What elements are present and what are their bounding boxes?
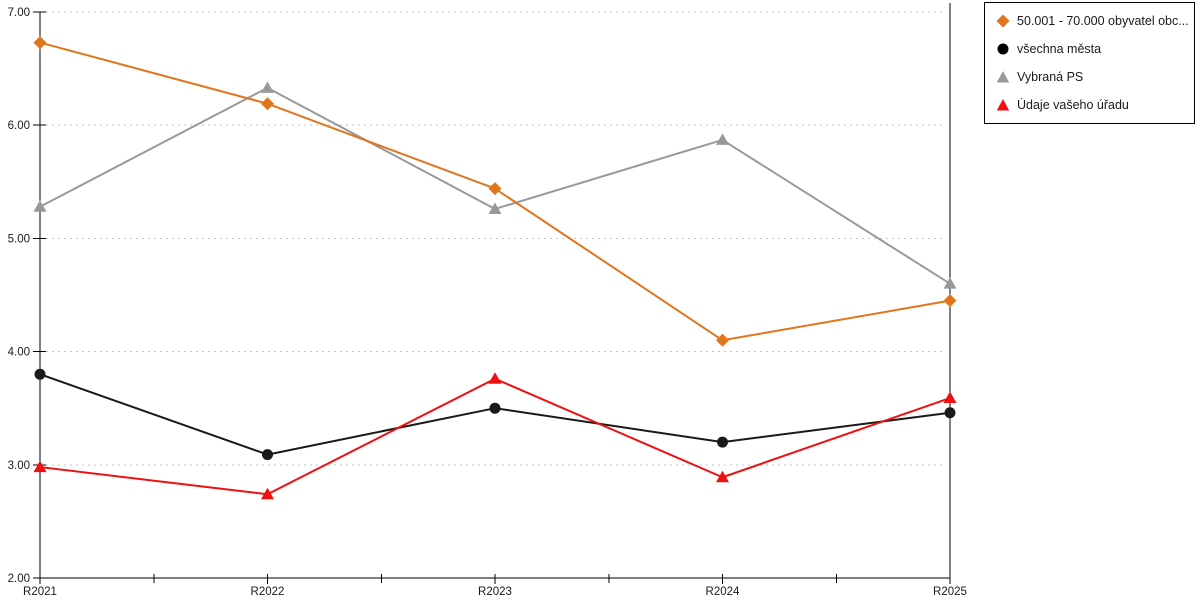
marker-circle bbox=[489, 402, 501, 414]
legend-item: všechna města bbox=[996, 36, 1194, 62]
circle-marker-icon bbox=[997, 43, 1009, 55]
marker-triangle bbox=[488, 372, 502, 384]
marker-triangle bbox=[261, 487, 274, 500]
triangle-marker-icon bbox=[996, 99, 1010, 111]
triangle-marker-icon bbox=[996, 71, 1010, 83]
marker-diamond bbox=[33, 36, 47, 50]
legend-item-label: Údaje vašeho úřadu bbox=[1017, 98, 1129, 112]
marker-triangle bbox=[488, 202, 502, 214]
y-tick-label: 7.00 bbox=[8, 7, 30, 19]
marker-circle bbox=[262, 449, 273, 461]
legend-item: Vybraná PS bbox=[996, 64, 1194, 90]
legend-item-label: všechna města bbox=[1017, 42, 1102, 56]
y-tick-label: 3.00 bbox=[8, 460, 30, 472]
legend-item: Údaje vašeho úřadu bbox=[996, 92, 1194, 118]
triangle-marker-shape bbox=[996, 99, 1010, 111]
legend-item-label: Vybraná PS bbox=[1017, 70, 1084, 84]
circle-marker-shape bbox=[997, 43, 1009, 55]
x-tick-label: R2021 bbox=[23, 586, 57, 598]
marker-triangle bbox=[716, 470, 729, 483]
marker-diamond bbox=[261, 97, 274, 111]
marker-circle bbox=[717, 436, 728, 448]
y-tick-label: 6.00 bbox=[8, 120, 30, 132]
diamond-marker-shape bbox=[996, 14, 1010, 28]
marker-triangle bbox=[33, 460, 47, 473]
legend-box: 50.001 - 70.000 obyvatel obc... všechna m… bbox=[984, 2, 1195, 124]
marker-triangle bbox=[33, 200, 47, 212]
x-tick-label: R2025 bbox=[933, 586, 967, 598]
marker-triangle bbox=[261, 81, 274, 93]
marker-diamond bbox=[488, 182, 502, 196]
marker-diamond bbox=[943, 294, 957, 308]
marker-triangle bbox=[716, 133, 729, 145]
legend-item-label: 50.001 - 70.000 obyvatel obc... bbox=[1017, 14, 1189, 28]
marker-diamond bbox=[716, 333, 729, 347]
marker-triangle bbox=[943, 391, 957, 404]
series-line bbox=[39, 377, 951, 496]
marker-triangle bbox=[943, 277, 957, 289]
y-tick-label: 2.00 bbox=[8, 573, 30, 585]
triangle-marker-shape bbox=[996, 71, 1010, 83]
x-tick-label: R2024 bbox=[706, 586, 740, 598]
marker-circle bbox=[34, 368, 46, 380]
x-tick-label: R2022 bbox=[251, 586, 285, 598]
y-tick-label: 4.00 bbox=[8, 347, 30, 359]
y-tick-label: 5.00 bbox=[8, 233, 30, 245]
legend-item: 50.001 - 70.000 obyvatel obc... bbox=[996, 8, 1194, 34]
series-line bbox=[39, 373, 951, 456]
diamond-marker-icon bbox=[996, 14, 1010, 28]
x-tick-label: R2023 bbox=[478, 586, 512, 598]
marker-circle bbox=[944, 407, 956, 419]
